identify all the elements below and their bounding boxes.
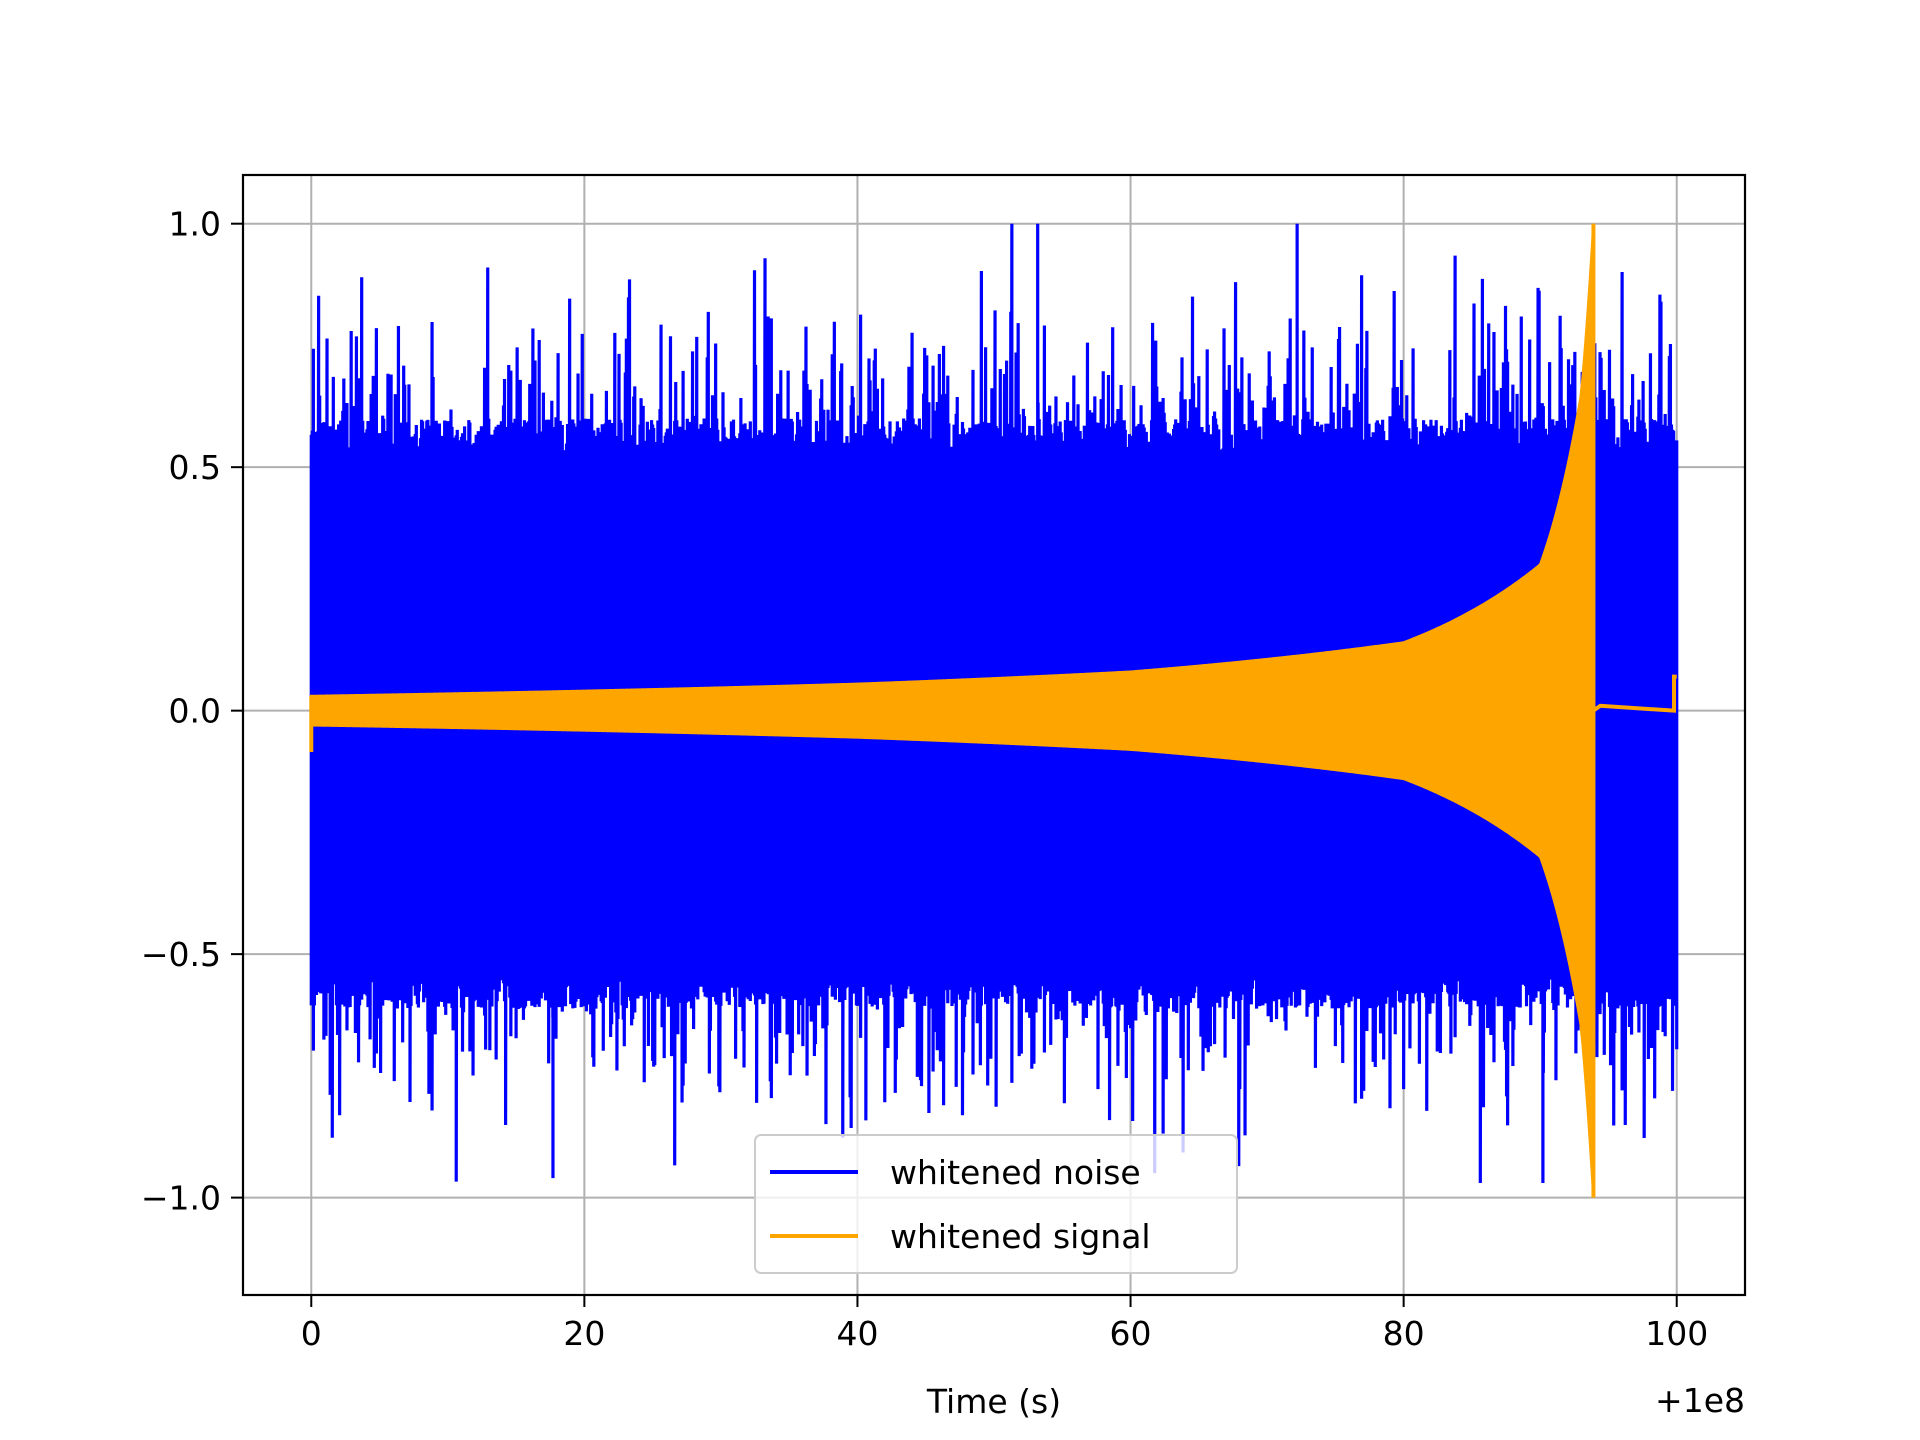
y-tick-label: 1.0 xyxy=(169,205,221,244)
x-tick-label: 0 xyxy=(301,1314,322,1353)
plot-frame xyxy=(241,173,1747,1297)
y-tick-label: −0.5 xyxy=(141,935,221,974)
x-tick-label: 40 xyxy=(836,1314,878,1353)
legend: whitened noise whitened signal xyxy=(754,1134,1238,1274)
y-tick-label: 0.5 xyxy=(169,448,221,487)
legend-box xyxy=(754,1134,1238,1274)
x-axis-label: Time (s) xyxy=(926,1382,1061,1421)
signal-tail xyxy=(1592,674,1677,713)
signal-envelope xyxy=(310,223,1595,1198)
y-tick-label: 0.0 xyxy=(169,692,221,731)
x-axis-offset-label: +1e8 xyxy=(1655,1381,1745,1420)
legend-label-whitened-signal: whitened signal xyxy=(890,1217,1151,1256)
x-tick-label: 100 xyxy=(1645,1314,1708,1353)
legend-label-whitened-noise: whitened noise xyxy=(890,1153,1141,1192)
y-tick-label: −1.0 xyxy=(141,1179,221,1218)
axis-tick-labels: 0 20 40 60 80 100 −1.0 −0.5 0.0 0.5 1.0 xyxy=(141,205,1708,1353)
x-tick-label: 20 xyxy=(563,1314,605,1353)
x-tick-label: 60 xyxy=(1110,1314,1152,1353)
x-tick-label: 80 xyxy=(1383,1314,1425,1353)
axis-ticks xyxy=(231,222,1678,1307)
series-whitened-signal xyxy=(309,223,1677,1198)
